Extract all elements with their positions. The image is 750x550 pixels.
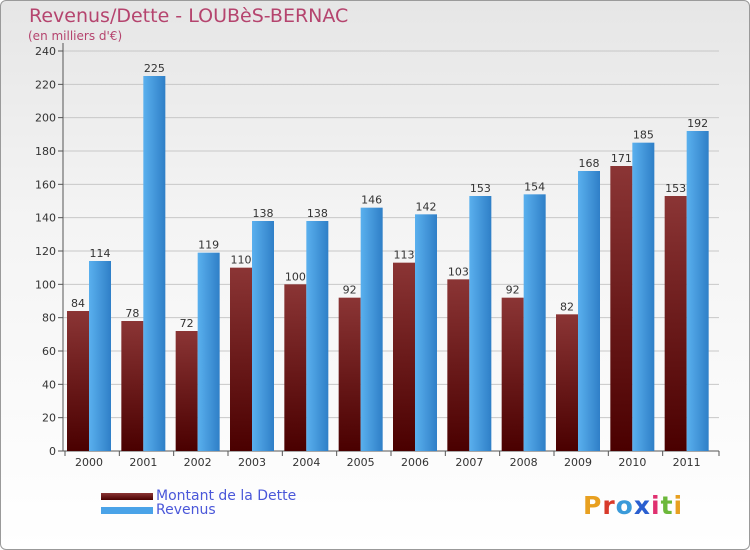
legend-label-dette: Montant de la Dette: [156, 488, 297, 504]
data-label: 119: [198, 239, 219, 252]
y-tick-label: 80: [42, 312, 56, 325]
logo-letter: i: [673, 491, 684, 520]
data-label: 154: [524, 180, 545, 193]
legend-label-revenus: Revenus: [156, 502, 216, 518]
y-tick-label: 60: [42, 345, 56, 358]
y-tick-label: 160: [35, 178, 56, 191]
proxiti-logo: Proxiti: [583, 491, 683, 520]
data-label: 92: [506, 284, 520, 297]
x-tick-label: 2009: [564, 456, 592, 469]
bar-dette: [393, 262, 415, 451]
legend-swatch-revenus: [101, 506, 153, 514]
data-label: 113: [394, 249, 415, 262]
x-tick-label: 2001: [129, 456, 157, 469]
data-label: 110: [231, 254, 252, 267]
data-label: 168: [579, 157, 600, 170]
bar-revenus: [415, 214, 437, 451]
y-tick-label: 140: [35, 212, 56, 225]
data-label: 142: [416, 200, 437, 213]
data-label: 185: [633, 129, 654, 142]
gridlines: [63, 50, 719, 452]
chart-subtitle: (en milliers d'€): [28, 29, 123, 43]
bar-dette: [610, 166, 633, 451]
y-tick-label: 40: [42, 378, 56, 391]
bar-revenus: [360, 207, 383, 451]
bar-dette: [664, 196, 687, 451]
bar-revenus: [523, 194, 546, 452]
bar-dette: [284, 284, 307, 451]
data-label: 138: [253, 207, 274, 220]
bar-revenus: [89, 261, 111, 451]
logo-letter: t: [660, 491, 674, 520]
legend-item-revenus: Revenus: [101, 502, 216, 518]
y-tick-label: 220: [35, 78, 56, 91]
x-tick-label: 2010: [618, 456, 646, 469]
bar-revenus: [143, 76, 166, 451]
y-tick-label: 200: [35, 112, 56, 125]
data-labels: 84 114 78 225 72 119 110 138 100 138 92 146 113 142 10…: [71, 62, 708, 330]
data-label: 146: [361, 194, 382, 207]
data-label: 100: [285, 270, 306, 283]
x-tick-label: 2000: [75, 456, 103, 469]
data-label: 192: [687, 117, 708, 130]
bar-dette: [501, 297, 524, 451]
x-tick-label: 2007: [455, 456, 483, 469]
logo-letter: P: [583, 491, 603, 520]
data-label: 72: [180, 317, 194, 330]
bar-revenus: [197, 252, 220, 451]
bar-revenus: [469, 196, 492, 451]
bar-dette: [67, 311, 89, 451]
y-tick-label: 0: [49, 445, 56, 458]
logo-letter: o: [615, 491, 634, 520]
y-tick-label: 100: [35, 278, 56, 291]
y-tick-label: 20: [42, 412, 56, 425]
x-tick-label: 2002: [184, 456, 212, 469]
x-tick-label: 2011: [673, 456, 701, 469]
bar-revenus: [632, 142, 655, 451]
bar-revenus: [306, 221, 329, 451]
logo-letter: r: [602, 491, 616, 520]
data-label: 82: [560, 300, 574, 313]
legend-item-dette: Montant de la Dette: [101, 488, 296, 504]
bars: [67, 76, 709, 452]
y-tick-label: 240: [35, 45, 56, 58]
bar-dette: [556, 314, 578, 451]
data-label: 153: [665, 182, 686, 195]
bar-dette: [175, 331, 198, 451]
bar-revenus: [578, 171, 600, 451]
axes: 0 20 40 60 80 100 120 140 160 180 200 220 240 2000 200…: [35, 43, 720, 469]
x-tick-label: 2008: [510, 456, 538, 469]
x-tick-label: 2006: [401, 456, 429, 469]
y-tick-label: 180: [35, 145, 56, 158]
data-label: 153: [470, 182, 491, 195]
bar-dette: [338, 297, 361, 451]
data-label: 103: [448, 265, 469, 278]
y-tick-label: 120: [35, 245, 56, 258]
data-label: 84: [71, 297, 85, 310]
x-tick-label: 2005: [347, 456, 375, 469]
x-tick-label: 2003: [238, 456, 266, 469]
data-label: 138: [307, 207, 328, 220]
bar-revenus: [686, 131, 709, 451]
x-tick-label: 2004: [292, 456, 320, 469]
legend-swatch-dette: [101, 492, 153, 500]
data-label: 92: [343, 284, 357, 297]
logo-letter: i: [651, 491, 661, 520]
data-label: 78: [125, 307, 139, 320]
logo-letter: x: [633, 491, 651, 520]
data-label: 171: [611, 152, 632, 165]
data-label: 225: [144, 62, 165, 75]
bar-dette: [447, 279, 470, 451]
bar-dette: [121, 321, 144, 451]
chart-title: Revenus/Dette - LOUBèS-BERNAC: [29, 5, 349, 27]
bar-revenus: [252, 221, 274, 451]
bar-dette: [230, 267, 252, 451]
data-label: 114: [90, 247, 111, 260]
